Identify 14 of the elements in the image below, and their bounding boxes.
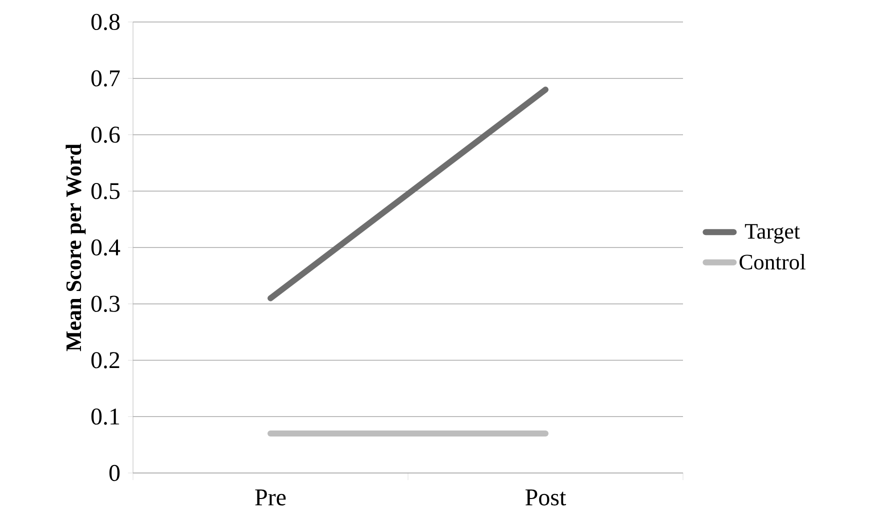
y-axis-title: Mean Score per Word — [66, 144, 86, 352]
y-tick-label: 0.8 — [91, 14, 120, 30]
y-tick-label: 0.6 — [91, 126, 120, 143]
y-tick-label: 0.5 — [91, 182, 120, 200]
legend-label: Target — [744, 224, 800, 244]
x-tick-label: Post — [526, 490, 566, 506]
legend-label: Control — [740, 254, 806, 270]
y-tick-label: 0.7 — [91, 70, 120, 87]
y-tick-label: 0 — [109, 464, 120, 482]
x-tick-label: Pre — [255, 490, 286, 506]
y-tick-label: 0.2 — [91, 352, 120, 368]
y-tick-label: 0.1 — [91, 408, 120, 425]
y-tick-label: 0.3 — [91, 296, 120, 312]
y-tick-label: 0.4 — [91, 239, 120, 256]
